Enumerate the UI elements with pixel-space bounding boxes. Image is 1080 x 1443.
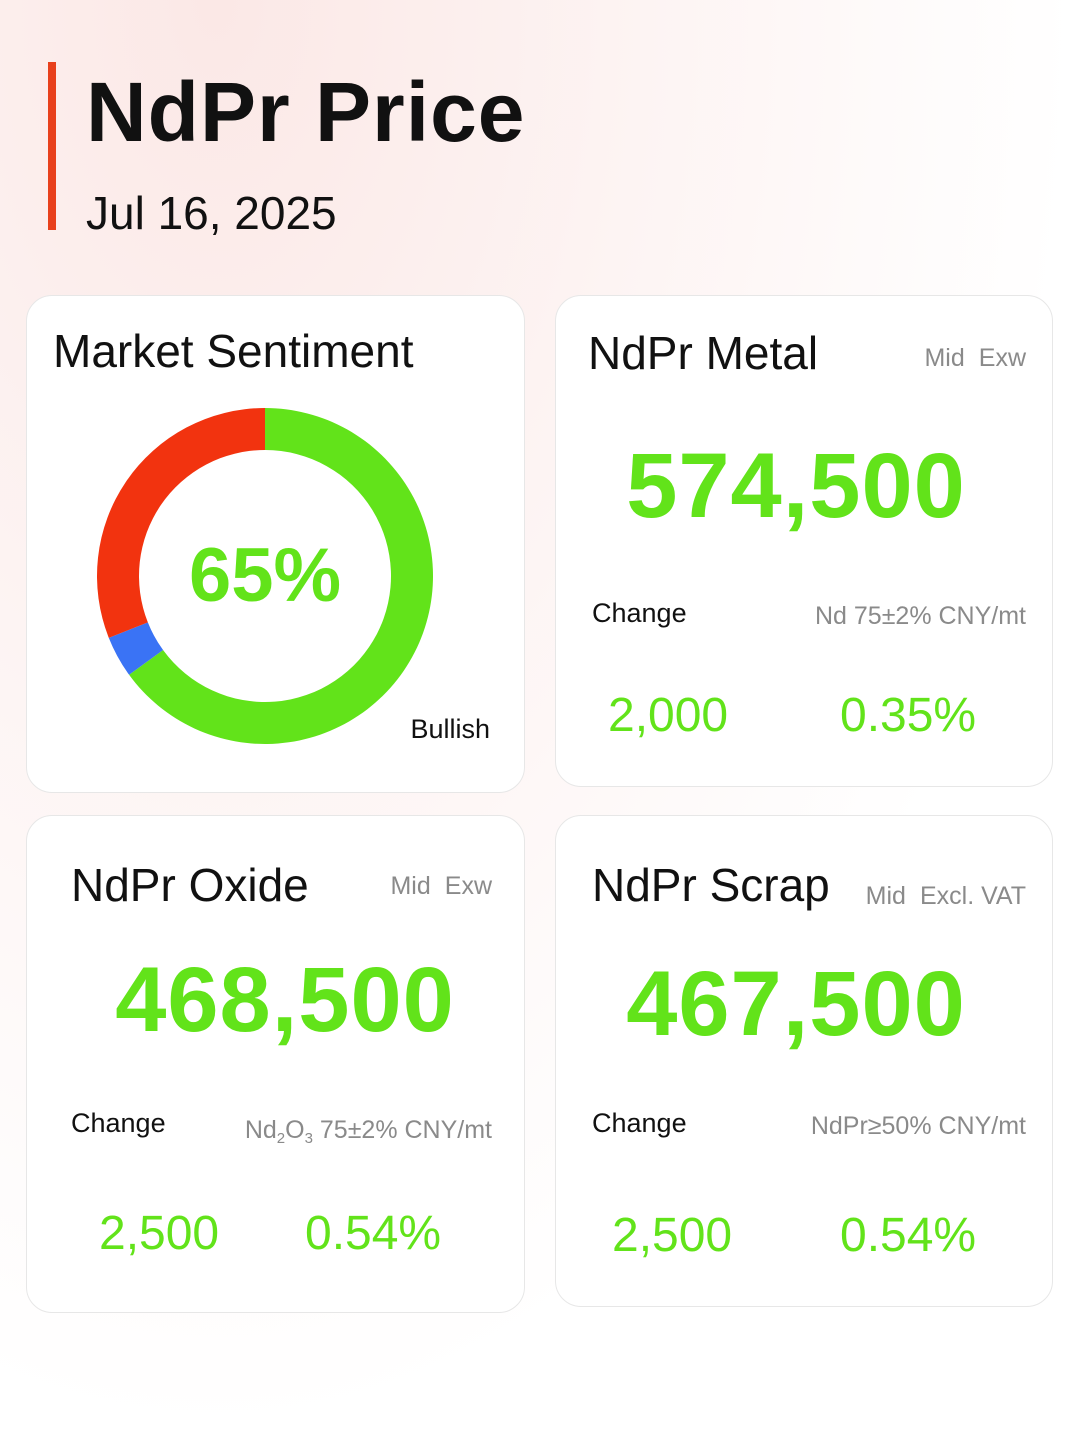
ndpr-oxide-card[interactable]: NdPr Oxide Mid Exw 468,500 Change Nd2O3 7… bbox=[26, 815, 525, 1313]
change-absolute: 2,500 bbox=[99, 1207, 220, 1260]
page-title: NdPr Price bbox=[86, 65, 526, 159]
card-title: Market Sentiment bbox=[53, 325, 414, 377]
ndpr-metal-card[interactable]: NdPr Metal Mid Exw 574,500 Change Nd 75±2… bbox=[555, 295, 1053, 787]
basis-mid: Mid bbox=[924, 344, 965, 372]
price-value: 468,500 bbox=[115, 949, 455, 1051]
change-absolute: 2,000 bbox=[608, 689, 729, 742]
price-basis: Mid Exw bbox=[390, 872, 492, 901]
spec-label: Nd 75±2% CNY/mt bbox=[814, 602, 1026, 630]
market-sentiment-card[interactable]: Market Sentiment 65% Bullish bbox=[26, 295, 525, 793]
change-label: Change bbox=[592, 598, 687, 628]
page-date: Jul 16, 2025 bbox=[86, 187, 337, 239]
card-title: NdPr Metal bbox=[588, 327, 819, 379]
change-percent: 0.54% bbox=[305, 1207, 442, 1260]
spec-label: Nd2O3 75±2% CNY/mt bbox=[244, 1116, 492, 1147]
accent-bar bbox=[48, 62, 56, 230]
basis-excl-vat: Excl. VAT bbox=[919, 882, 1026, 910]
change-absolute: 2,500 bbox=[612, 1209, 733, 1262]
basis-exw: Exw bbox=[978, 344, 1026, 372]
price-value: 574,500 bbox=[626, 435, 966, 537]
ndpr-scrap-card[interactable]: NdPr Scrap Mid Excl. VAT 467,500 Change N… bbox=[555, 815, 1053, 1307]
sentiment-percent: 65% bbox=[188, 533, 342, 618]
card-title: NdPr Scrap bbox=[592, 859, 830, 911]
change-label: Change bbox=[592, 1108, 687, 1138]
price-basis: Mid Exw bbox=[924, 344, 1026, 373]
spec-label: NdPr≥50% CNY/mt bbox=[810, 1112, 1026, 1140]
price-basis: Mid Excl. VAT bbox=[866, 882, 1026, 911]
change-label: Change bbox=[71, 1108, 166, 1138]
sentiment-donut bbox=[96, 408, 433, 744]
card-title: NdPr Oxide bbox=[71, 859, 309, 911]
change-percent: 0.54% bbox=[840, 1209, 977, 1262]
basis-mid: Mid bbox=[390, 872, 431, 900]
basis-exw: Exw bbox=[444, 872, 492, 900]
basis-mid: Mid bbox=[865, 882, 906, 910]
donut-segment-neutral bbox=[108, 622, 164, 675]
donut-segment-bearish bbox=[96, 408, 265, 638]
price-value: 467,500 bbox=[626, 953, 966, 1055]
change-percent: 0.35% bbox=[840, 689, 977, 742]
sentiment-label: Bullish bbox=[410, 714, 490, 744]
